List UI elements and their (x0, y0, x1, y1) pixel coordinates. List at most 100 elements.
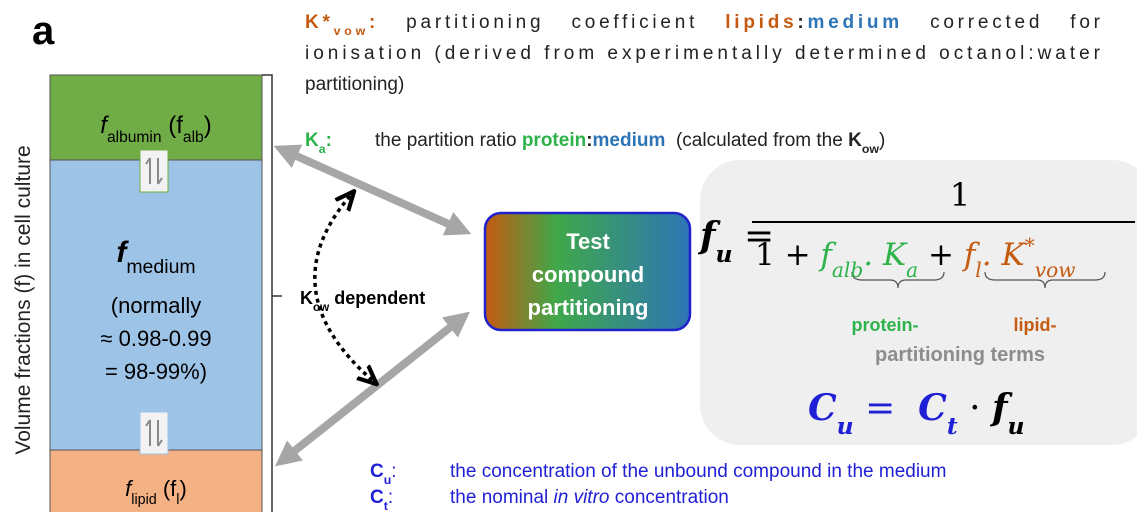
bracket (262, 74, 282, 512)
kvow-definition-part: : (797, 12, 803, 33)
formula-lhs-part: u (716, 240, 733, 268)
kvow-definition-part: ionisation (derived from experimentally … (305, 43, 1101, 64)
formula-denominator-part: 1 + (755, 237, 820, 273)
medium-note: (normally (111, 293, 201, 318)
lipid-label-part: lipid (131, 492, 156, 508)
lipid-label-part: f (125, 476, 134, 501)
cu-equation-part: = (854, 388, 919, 429)
medium-label-part: f (116, 236, 129, 269)
footnote-term-part: C (370, 461, 384, 482)
lipid-label-part: l (176, 492, 179, 508)
cu-equation-part: u (837, 412, 854, 440)
kvow-definition-part: lipids (725, 12, 793, 33)
ka-definition-part: ) (879, 130, 885, 151)
ka-definition-part: : (586, 130, 592, 151)
formula-numerator-part: 1 (950, 176, 970, 214)
kvow-definition: K* vow: partitioning coefficient lipids: m… (305, 12, 1101, 38)
kow-dependent: Kow dependent (300, 288, 425, 314)
center-box (483, 211, 692, 332)
cu-equation-part: t (947, 412, 958, 440)
cu-equation: Cu = Ct · fu (808, 387, 1025, 440)
kvow-definition-part: K* (305, 12, 330, 33)
footnote-term-part: C (370, 487, 384, 508)
ka-term-part: K (305, 130, 319, 151)
center-box-text: Test (566, 229, 610, 254)
ka-definition-part: medium (593, 130, 666, 151)
albumin-label-part: albumin (107, 129, 162, 146)
formula-denominator: 1 + falb. Ka + fl. K*vow (755, 234, 1075, 282)
footnote-term-part: t (384, 499, 388, 512)
lipid-box (49, 449, 263, 512)
center-box-text: compound (532, 262, 644, 287)
medium-label: fmedium (116, 236, 195, 278)
medium-note: = 98-99%) (105, 359, 207, 384)
cu-equation-part: C (918, 387, 947, 429)
lipid-label-part: ) (179, 476, 186, 501)
formula-denominator-part: l (975, 258, 981, 282)
footnote-term-part: : (388, 487, 393, 508)
lipid-label: flipid (fl) (125, 476, 187, 508)
cu-equation-part: C (808, 387, 837, 429)
cu-equation-part: u (1007, 412, 1024, 440)
footnote-text: the nominal in vitro concentration (450, 487, 729, 508)
ka-term-part: a (319, 142, 326, 156)
albumin-label: falbumin (falb) (100, 112, 211, 146)
center-box-text: partitioning (528, 295, 649, 320)
footnote-term-part: u (384, 473, 392, 487)
equilibrium-icon (139, 411, 169, 455)
albumin-label-part: ) (204, 112, 212, 139)
equilibrium-icon (139, 149, 169, 193)
formula-denominator-part: . K (982, 237, 1027, 273)
axis-label: Volume fractions (f) in cell culture (12, 145, 35, 454)
kvow-definition-part: : (369, 12, 375, 33)
ka-term: Ka: (305, 130, 332, 156)
footnote-text-part: concentration (609, 487, 728, 508)
lipid-label-part: lipid- (1014, 315, 1057, 335)
ka-definition-part: ow (862, 142, 880, 156)
formula-denominator-part: * (1025, 234, 1035, 258)
protein-label-part: protein- (852, 315, 919, 335)
terms-label-part: partitioning terms (875, 344, 1045, 366)
medium-note: ≈ 0.98-0.99 (100, 326, 211, 351)
ka-definition: the partition ratio protein:medium (calc… (375, 130, 885, 156)
footnote-term: Cu: (370, 461, 397, 487)
footnote-text: the concentration of the unbound compoun… (450, 461, 946, 482)
footnote-term-part: : (391, 461, 396, 482)
footnote-term: Ct: (370, 487, 393, 512)
albumin-label-part: (f (162, 112, 184, 139)
kvow-definition-part: partitioning coefficient (379, 12, 721, 33)
kvow-definition: partitioning) (305, 74, 404, 95)
formula-denominator-part: alb (832, 258, 863, 282)
formula-panel (700, 160, 1137, 445)
kow-dependent-part: ow (313, 301, 330, 314)
ka-term-part: : (326, 130, 332, 151)
footnote-text-part: in vitro (554, 487, 610, 508)
kvow-definition-part: vow (334, 24, 366, 38)
ka-definition-part: (calculated from the (665, 130, 848, 151)
formula-denominator-part: + (918, 237, 964, 273)
ka-definition-part: K (848, 130, 862, 151)
ka-definition-part: the partition ratio (375, 130, 522, 151)
cu-equation-part: · (958, 388, 992, 429)
formula-denominator-part: a (906, 258, 918, 282)
arrow (273, 144, 472, 236)
albumin-label-part: alb (183, 129, 204, 146)
arrow (274, 311, 471, 467)
kvow-definition-part: partitioning) (305, 74, 404, 95)
medium-box (49, 159, 263, 451)
albumin-label-part: f (100, 112, 109, 139)
lipid-label: lipid- (1014, 315, 1057, 335)
footnote-text-part: the concentration of the unbound compoun… (450, 461, 946, 482)
kvow-definition: ionisation (derived from experimentally … (305, 43, 1101, 64)
brace (851, 271, 945, 289)
protein-label: protein- (852, 315, 919, 335)
kow-dependent-part: dependent (329, 288, 425, 308)
albumin-box (49, 74, 263, 161)
kvow-definition-part: medium (808, 12, 900, 33)
brace (984, 271, 1106, 289)
kvow-definition-part: corrected for (903, 12, 1101, 33)
formula-lhs-part: = (733, 216, 775, 257)
formula-denominator-part: vow (1035, 258, 1076, 282)
formula-numerator: 1 (950, 176, 970, 214)
